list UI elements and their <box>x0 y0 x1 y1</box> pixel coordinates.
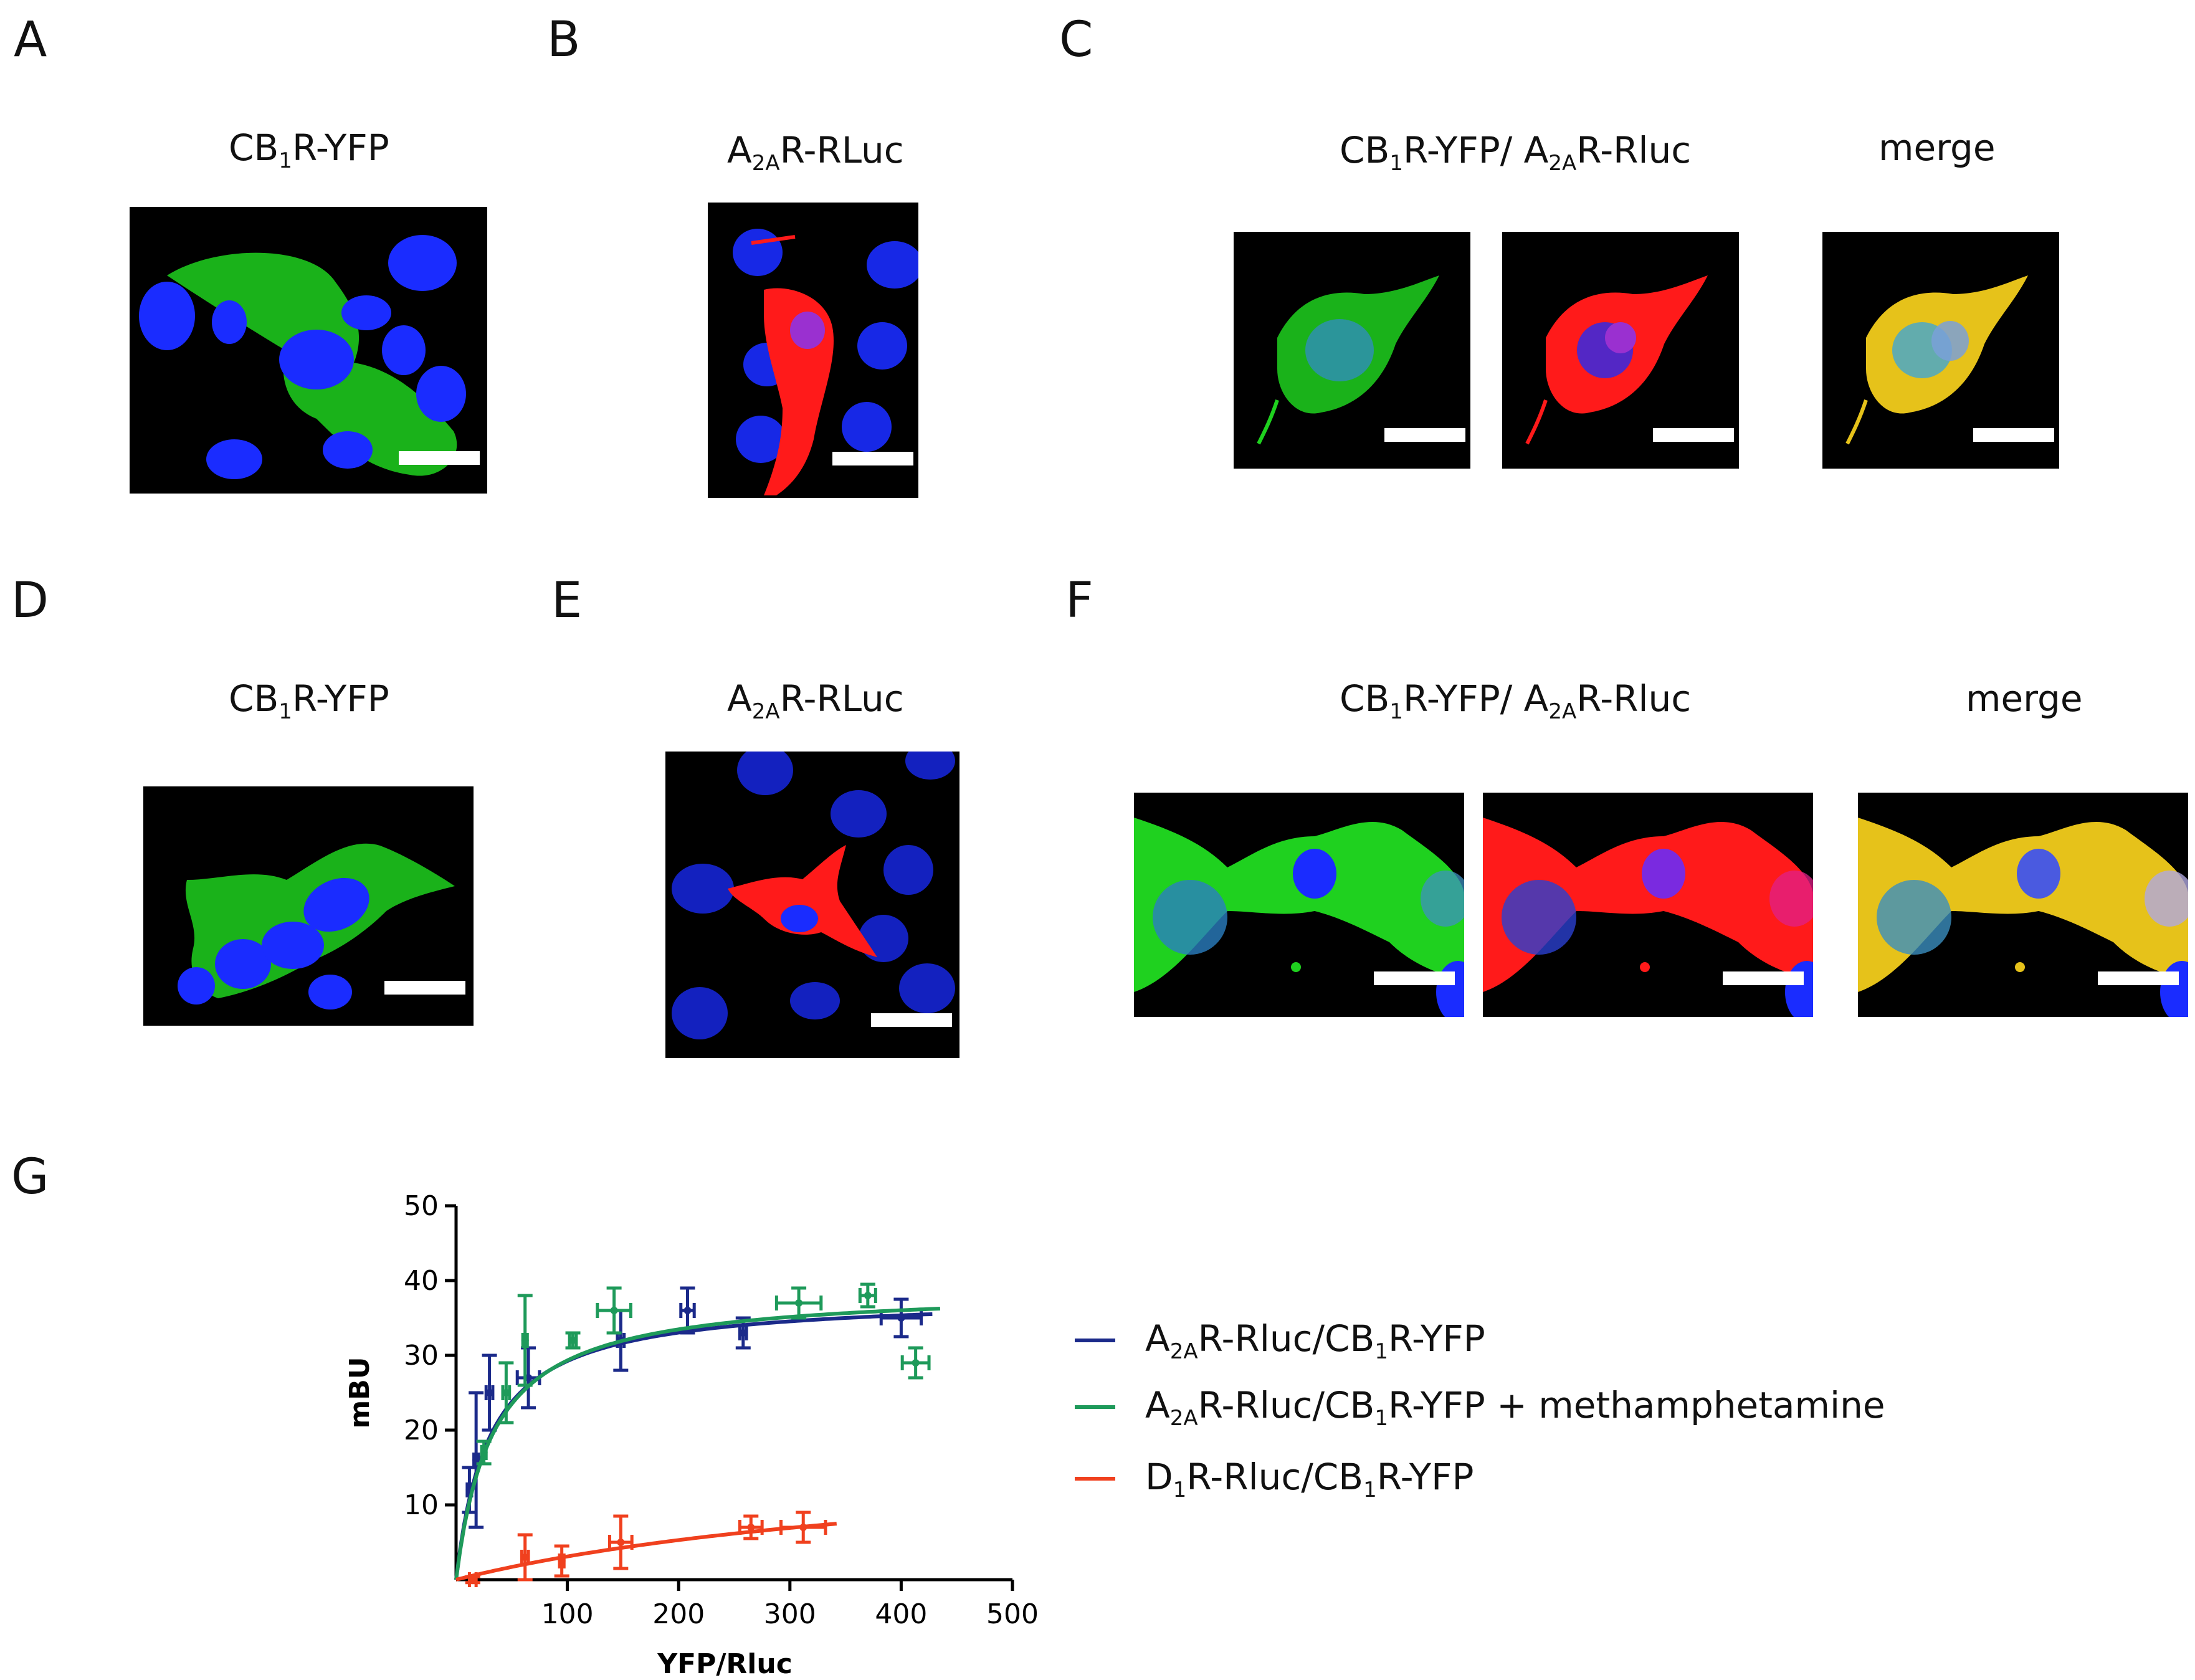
y-tick-label: 10 <box>404 1489 439 1521</box>
micrograph-b <box>708 203 918 498</box>
fit-curve-series-2 <box>455 1522 837 1582</box>
panel-letter-c: C <box>1059 12 1093 68</box>
scale-bar <box>1653 428 1734 442</box>
micrograph-f-merge <box>1858 793 2188 1017</box>
legend-swatch-series-0 <box>1075 1339 1115 1342</box>
x-tick-label: 200 <box>652 1598 705 1630</box>
fit-curve-series-1 <box>454 1307 941 1580</box>
scale-bar <box>1384 428 1465 442</box>
data-point-series-1 <box>900 1346 931 1380</box>
y-axis-label: mBU <box>344 1357 376 1428</box>
micrograph-f-red <box>1483 793 1813 1017</box>
micrograph-c-green <box>1234 232 1470 469</box>
micrograph-c-merge <box>1822 232 2059 469</box>
scale-bar <box>1723 971 1804 985</box>
data-point-series-2 <box>517 1533 533 1582</box>
data-point-series-0 <box>469 1391 484 1529</box>
x-tick-label: 500 <box>986 1598 1039 1630</box>
data-point-series-1 <box>858 1282 877 1309</box>
data-point-series-1 <box>565 1331 581 1350</box>
y-tick-label: 30 <box>404 1340 439 1372</box>
y-tick-label: 50 <box>404 1190 439 1222</box>
x-tick-label: 300 <box>764 1598 816 1630</box>
caption-e: A2AR-RLuc <box>727 677 904 724</box>
scale-bar <box>832 452 913 465</box>
micrograph-e <box>665 752 959 1058</box>
data-point-series-2 <box>738 1514 764 1540</box>
data-point-series-2 <box>779 1511 827 1544</box>
legend-label-series-2: D1R-Rluc/CB1R-YFP <box>1145 1456 1474 1502</box>
data-point-series-2 <box>607 1514 634 1570</box>
panel-letter-e: E <box>551 573 583 629</box>
data-point-series-0 <box>482 1353 497 1432</box>
x-tick-label: 400 <box>875 1598 927 1630</box>
micrograph-d <box>143 786 474 1026</box>
caption-b: A2AR-RLuc <box>727 129 904 176</box>
micrograph-a <box>130 207 487 494</box>
scale-bar <box>2098 971 2179 985</box>
data-point-series-1 <box>498 1361 514 1425</box>
y-tick-label: 20 <box>404 1415 439 1446</box>
panel-letter-f: F <box>1065 573 1093 629</box>
micrograph-c-red <box>1502 232 1739 469</box>
caption-c-merge: merge <box>1878 126 1996 169</box>
legend-label-series-1: A2AR-Rluc/CB1R-YFP + methamphetamine <box>1145 1384 1885 1431</box>
scale-bar <box>384 981 465 995</box>
data-point-series-1 <box>476 1439 492 1466</box>
legend-swatch-series-1 <box>1075 1405 1115 1409</box>
data-point-series-1 <box>596 1286 632 1335</box>
data-point-series-2 <box>465 1572 480 1587</box>
caption-c: CB1R-YFP/ A2AR-Rluc <box>1340 129 1692 176</box>
data-point-series-2 <box>554 1544 569 1578</box>
saturation-curve-chart: 100 200 300 400 500 10 20 30 40 50 YFP/Rluc mBU <box>344 1190 1039 1680</box>
micrograph-f-green <box>1134 793 1464 1017</box>
data-point-series-1 <box>774 1286 823 1320</box>
x-axis-label: YFP/Rluc <box>657 1648 793 1680</box>
legend-label-series-0: A2AR-Rluc/CB1R-YFP <box>1145 1317 1485 1364</box>
x-tick-label: 100 <box>541 1598 594 1630</box>
scale-bar <box>1973 428 2054 442</box>
panel-letter-a: A <box>14 12 47 68</box>
data-point-series-0 <box>879 1297 923 1339</box>
panel-letter-b: B <box>547 12 581 68</box>
caption-d: CB1R-YFP <box>229 677 389 724</box>
scale-bar <box>399 451 480 465</box>
caption-f-merge: merge <box>1966 677 2083 720</box>
caption-a: CB1R-YFP <box>229 126 389 173</box>
legend-swatch-series-2 <box>1075 1477 1115 1481</box>
panel-letter-d: D <box>11 573 49 629</box>
panel-letter-g: G <box>11 1149 49 1205</box>
y-tick-label: 40 <box>404 1265 439 1297</box>
data-point-series-1 <box>517 1294 533 1387</box>
scale-bar <box>871 1013 952 1027</box>
scale-bar <box>1374 971 1455 985</box>
caption-f: CB1R-YFP/ A2AR-Rluc <box>1340 677 1692 724</box>
data-point-series-0 <box>679 1286 696 1335</box>
